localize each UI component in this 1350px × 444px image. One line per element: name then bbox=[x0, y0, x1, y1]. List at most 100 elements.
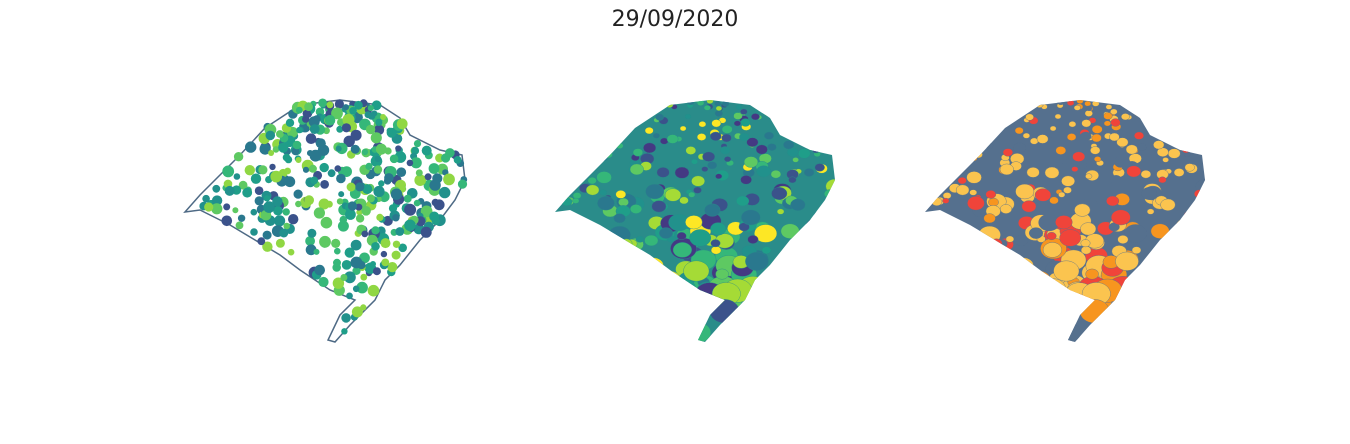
municipality bbox=[568, 102, 576, 109]
municipality bbox=[562, 101, 570, 107]
municipality bbox=[764, 131, 775, 140]
city-point bbox=[315, 138, 326, 149]
municipality bbox=[1183, 211, 1194, 219]
municipality bbox=[819, 304, 835, 324]
municipality bbox=[1188, 304, 1205, 324]
municipality bbox=[587, 224, 596, 232]
municipality bbox=[769, 100, 776, 104]
municipality bbox=[583, 105, 590, 112]
city-point bbox=[242, 187, 253, 198]
municipality bbox=[805, 122, 816, 131]
city-point bbox=[433, 199, 445, 211]
city-point bbox=[263, 201, 275, 213]
municipality bbox=[555, 257, 573, 280]
city-point bbox=[275, 238, 285, 248]
municipality bbox=[721, 125, 733, 134]
municipality bbox=[615, 111, 624, 118]
municipality bbox=[1053, 260, 1080, 282]
municipality bbox=[1041, 278, 1066, 298]
municipality bbox=[1055, 215, 1073, 230]
municipality bbox=[770, 100, 778, 103]
municipality bbox=[999, 100, 1007, 105]
municipality bbox=[1010, 324, 1036, 342]
municipality bbox=[615, 142, 624, 149]
municipality bbox=[780, 223, 800, 239]
municipality bbox=[999, 163, 1014, 176]
municipality bbox=[674, 166, 690, 179]
municipality bbox=[1044, 166, 1060, 179]
municipality bbox=[925, 240, 936, 256]
municipality bbox=[587, 101, 595, 108]
municipality bbox=[747, 235, 759, 244]
municipality bbox=[1002, 102, 1011, 109]
city-point bbox=[370, 132, 382, 144]
municipality bbox=[1013, 272, 1025, 282]
municipality bbox=[1103, 120, 1112, 127]
municipality bbox=[558, 297, 588, 320]
municipality bbox=[1159, 109, 1168, 117]
city-point bbox=[384, 173, 394, 183]
municipality bbox=[1175, 122, 1186, 131]
municipality bbox=[969, 154, 978, 162]
municipality bbox=[1081, 119, 1092, 128]
municipality bbox=[985, 111, 994, 118]
city-point bbox=[244, 165, 255, 176]
city-point bbox=[392, 214, 400, 222]
city-point bbox=[376, 213, 384, 221]
municipality bbox=[1054, 113, 1062, 120]
municipality bbox=[596, 171, 612, 184]
municipality bbox=[761, 246, 772, 254]
municipality bbox=[1057, 100, 1065, 106]
municipality bbox=[599, 154, 608, 162]
municipality bbox=[615, 190, 627, 199]
municipality bbox=[555, 321, 582, 342]
municipality bbox=[710, 131, 722, 142]
city-point bbox=[335, 145, 342, 152]
municipality bbox=[1059, 229, 1081, 247]
municipality bbox=[599, 189, 608, 196]
municipality bbox=[801, 119, 812, 128]
municipality bbox=[620, 284, 644, 303]
municipality bbox=[555, 240, 566, 256]
municipality bbox=[572, 197, 580, 204]
municipality bbox=[743, 100, 751, 103]
municipality bbox=[581, 125, 589, 131]
municipality bbox=[1146, 208, 1155, 215]
municipality bbox=[942, 197, 950, 204]
city-point bbox=[326, 101, 334, 109]
city-point bbox=[284, 167, 291, 175]
city-point bbox=[212, 184, 221, 193]
municipality bbox=[766, 111, 773, 118]
city-point bbox=[374, 155, 382, 162]
municipality bbox=[977, 268, 987, 276]
municipality bbox=[1061, 158, 1068, 165]
municipality bbox=[1010, 112, 1019, 120]
municipality bbox=[929, 107, 937, 115]
municipality bbox=[1068, 121, 1077, 128]
municipality bbox=[1026, 270, 1052, 291]
municipality bbox=[689, 229, 712, 247]
city-point bbox=[361, 206, 371, 216]
municipality bbox=[1005, 235, 1015, 243]
city-point bbox=[361, 230, 369, 238]
municipality bbox=[803, 168, 815, 177]
municipality bbox=[958, 325, 981, 342]
city-point bbox=[314, 264, 326, 276]
city-point bbox=[318, 276, 329, 288]
municipality bbox=[1058, 191, 1066, 198]
city-point bbox=[398, 243, 408, 253]
municipality bbox=[937, 106, 944, 112]
municipality bbox=[813, 211, 824, 219]
municipality bbox=[983, 213, 996, 224]
city-point bbox=[375, 143, 387, 155]
city-point bbox=[331, 107, 343, 120]
municipality bbox=[1121, 113, 1130, 121]
municipality bbox=[741, 209, 761, 226]
municipality bbox=[1178, 100, 1185, 105]
municipality bbox=[767, 100, 775, 105]
municipality bbox=[1137, 280, 1169, 307]
municipality bbox=[1173, 124, 1181, 130]
municipality bbox=[982, 308, 1007, 329]
city-point bbox=[367, 105, 374, 112]
municipality bbox=[1055, 322, 1082, 342]
